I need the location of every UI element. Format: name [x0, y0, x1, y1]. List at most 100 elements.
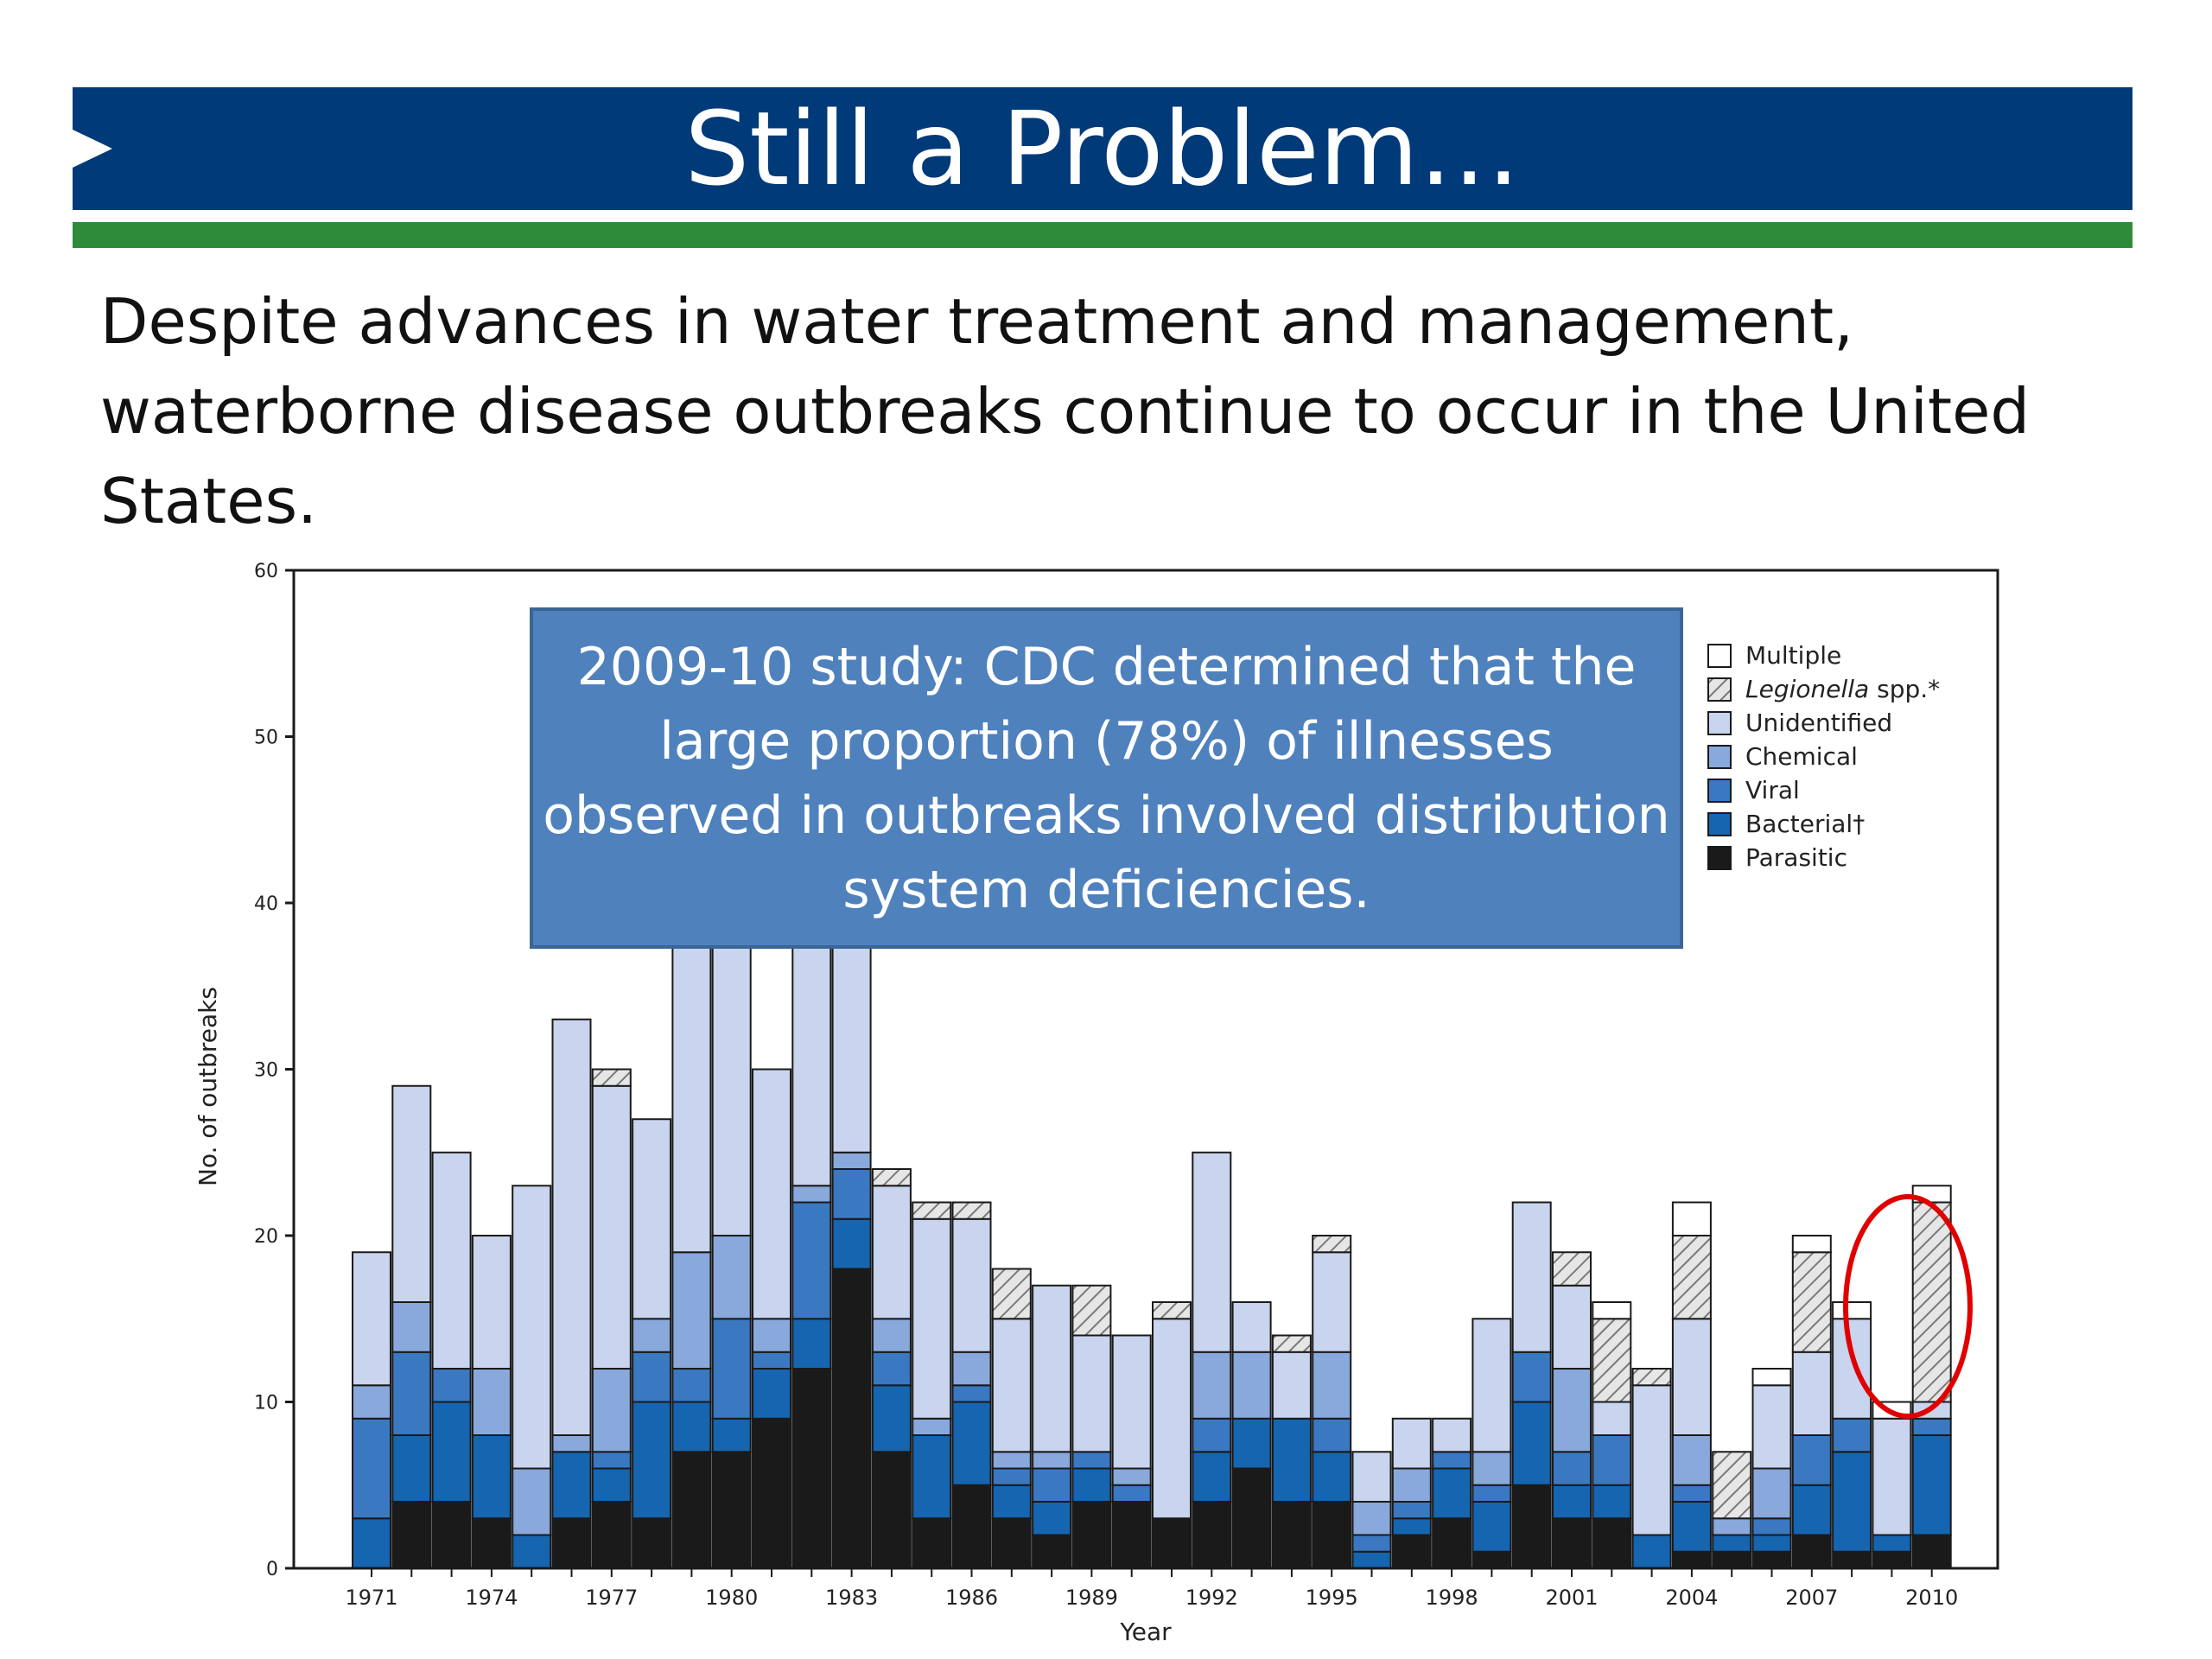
bar-1973-viral: [431, 1368, 472, 1403]
bar-1991-parasitic: [1152, 1517, 1192, 1569]
bar-1997-parasitic: [1391, 1534, 1432, 1569]
legend-swatch: [1707, 711, 1732, 735]
bar-1995-parasitic: [1312, 1501, 1352, 1569]
legend-swatch: [1707, 677, 1732, 702]
bar-2004-bacterial: [1671, 1501, 1712, 1553]
bar-1972-viral: [391, 1351, 432, 1436]
bar-1993-chemical: [1231, 1351, 1272, 1420]
bar-1982-parasitic: [791, 1368, 832, 1569]
bar-1980-viral: [711, 1318, 752, 1420]
bar-1992-viral: [1192, 1417, 1232, 1453]
bar-1988-viral: [1032, 1467, 1072, 1503]
bar-1982-bacterial: [791, 1318, 832, 1370]
x-tick-label: 2004: [1665, 1586, 1718, 1610]
y-axis-label: No. of outbreaks: [194, 987, 222, 1186]
bar-2008-multiple: [1832, 1301, 1872, 1320]
bar-1976-unidentified: [551, 1018, 592, 1436]
bar-1989-legionellaspp: [1071, 1284, 1112, 1337]
bar-1977-bacterial: [591, 1467, 632, 1503]
bar-2008-parasitic: [1832, 1550, 1872, 1569]
bar-2007-bacterial: [1791, 1484, 1832, 1536]
bar-2006-unidentified: [1751, 1384, 1792, 1470]
bar-1971-viral: [352, 1417, 391, 1520]
x-tick-label: 1992: [1185, 1586, 1238, 1610]
bar-1994-legionellaspp: [1271, 1334, 1312, 1353]
bar-1990-unidentified: [1111, 1334, 1152, 1470]
legend-swatch: [1707, 779, 1732, 803]
bar-1995-bacterial: [1312, 1451, 1352, 1503]
bar-1978-parasitic: [632, 1517, 672, 1569]
bar-1981-chemical: [752, 1318, 791, 1353]
bar-1974-parasitic: [471, 1517, 512, 1569]
bar-1986-unidentified: [951, 1217, 992, 1353]
bar-2007-viral: [1791, 1434, 1832, 1486]
bar-1997-chemical: [1391, 1467, 1432, 1503]
legend-label: Viral: [1745, 776, 1800, 804]
slide-title: Still a Problem…: [684, 89, 1521, 208]
bar-1974-unidentified: [471, 1235, 512, 1370]
bar-2004-legionellaspp: [1671, 1235, 1712, 1320]
bar-1983-viral: [831, 1168, 872, 1220]
bar-2005-parasitic: [1712, 1550, 1752, 1569]
bar-1980-bacterial: [711, 1417, 752, 1453]
bar-2003-unidentified: [1631, 1384, 1672, 1536]
bar-1987-unidentified: [991, 1318, 1032, 1453]
bar-1993-bacterial: [1231, 1417, 1272, 1470]
axes-layer: 0 10 20 30 40 50 60 1971 1974 1977 1980 1983 1986 198…: [194, 561, 1999, 1646]
bar-2005-chemical: [1712, 1517, 1752, 1536]
bar-1997-viral: [1391, 1501, 1432, 1520]
bar-1972-parasitic: [391, 1501, 432, 1569]
bar-2004-parasitic: [1671, 1550, 1712, 1569]
bar-1977-viral: [591, 1451, 632, 1470]
bar-2005-bacterial: [1712, 1534, 1752, 1553]
bar-1992-bacterial: [1192, 1451, 1232, 1503]
bar-1981-parasitic: [752, 1417, 791, 1569]
bar-1999-bacterial: [1471, 1501, 1512, 1553]
callout-text: 2009-10 study: CDC determined that the l…: [543, 636, 1670, 920]
bar-2009-parasitic: [1872, 1550, 1912, 1569]
bar-1994-parasitic: [1271, 1501, 1312, 1569]
bar-2002-parasitic: [1592, 1517, 1632, 1569]
bar-2001-chemical: [1552, 1368, 1592, 1453]
bar-1976-chemical: [551, 1434, 592, 1453]
bar-1978-unidentified: [632, 1118, 672, 1320]
bar-1976-parasitic: [551, 1517, 592, 1569]
bar-1972-chemical: [391, 1301, 432, 1353]
bar-2010-parasitic: [1911, 1534, 1952, 1569]
bar-1988-chemical: [1032, 1451, 1072, 1470]
bar-2005-legionellaspp: [1712, 1451, 1752, 1520]
bar-1992-parasitic: [1192, 1501, 1232, 1569]
bar-2008-viral: [1832, 1417, 1872, 1453]
bar-1987-parasitic: [991, 1517, 1032, 1569]
bar-1986-chemical: [951, 1351, 992, 1387]
bar-1986-parasitic: [951, 1484, 992, 1569]
bar-1989-unidentified: [1071, 1334, 1112, 1453]
title-stripe: [73, 210, 2133, 222]
bar-1982-chemical: [791, 1185, 832, 1204]
bar-1983-bacterial: [831, 1217, 872, 1270]
bar-1984-viral: [871, 1351, 912, 1387]
bar-1974-bacterial: [471, 1434, 512, 1520]
bar-1979-bacterial: [671, 1401, 712, 1453]
bar-1972-unidentified: [391, 1084, 432, 1303]
callout-box: 2009-10 study: CDC determined that the l…: [530, 607, 1683, 949]
slide-body-text: Despite advances in water treatment and …: [100, 285, 2031, 537]
bar-1988-bacterial: [1032, 1501, 1072, 1536]
bar-2006-chemical: [1751, 1467, 1792, 1520]
bar-2000-unidentified: [1511, 1201, 1552, 1353]
x-tick-label: 1983: [825, 1586, 878, 1610]
bar-1985-unidentified: [912, 1217, 952, 1420]
bar-2001-parasitic: [1552, 1517, 1592, 1569]
bar-2008-bacterial: [1832, 1451, 1872, 1553]
bar-2006-multiple: [1751, 1368, 1792, 1387]
bar-1971-chemical: [352, 1384, 391, 1420]
bar-1991-legionellaspp: [1152, 1301, 1192, 1320]
bar-2002-bacterial: [1592, 1484, 1632, 1520]
bar-1972-bacterial: [391, 1434, 432, 1503]
bar-2001-unidentified: [1552, 1284, 1592, 1370]
bar-1981-unidentified: [752, 1068, 791, 1320]
bar-1975-bacterial: [512, 1534, 552, 1569]
bar-1990-viral: [1111, 1484, 1152, 1503]
bar-1996-viral: [1351, 1534, 1392, 1553]
bar-1971-unidentified: [352, 1251, 391, 1387]
